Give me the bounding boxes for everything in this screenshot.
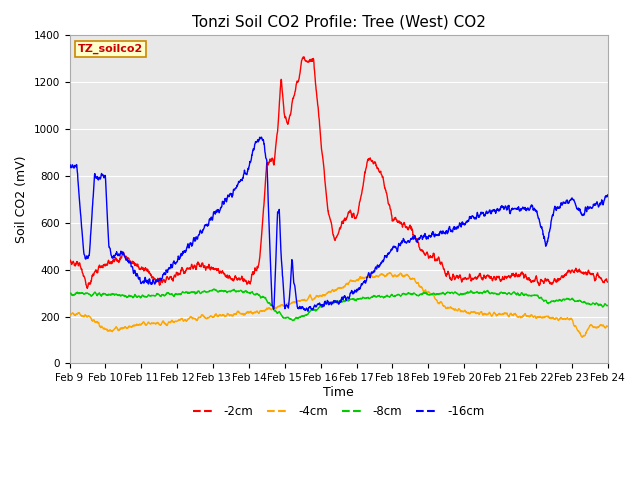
- Y-axis label: Soil CO2 (mV): Soil CO2 (mV): [15, 156, 28, 243]
- X-axis label: Time: Time: [323, 386, 354, 399]
- Text: TZ_soilco2: TZ_soilco2: [77, 44, 143, 54]
- Title: Tonzi Soil CO2 Profile: Tree (West) CO2: Tonzi Soil CO2 Profile: Tree (West) CO2: [191, 15, 486, 30]
- Legend: -2cm, -4cm, -8cm, -16cm: -2cm, -4cm, -8cm, -16cm: [188, 401, 489, 423]
